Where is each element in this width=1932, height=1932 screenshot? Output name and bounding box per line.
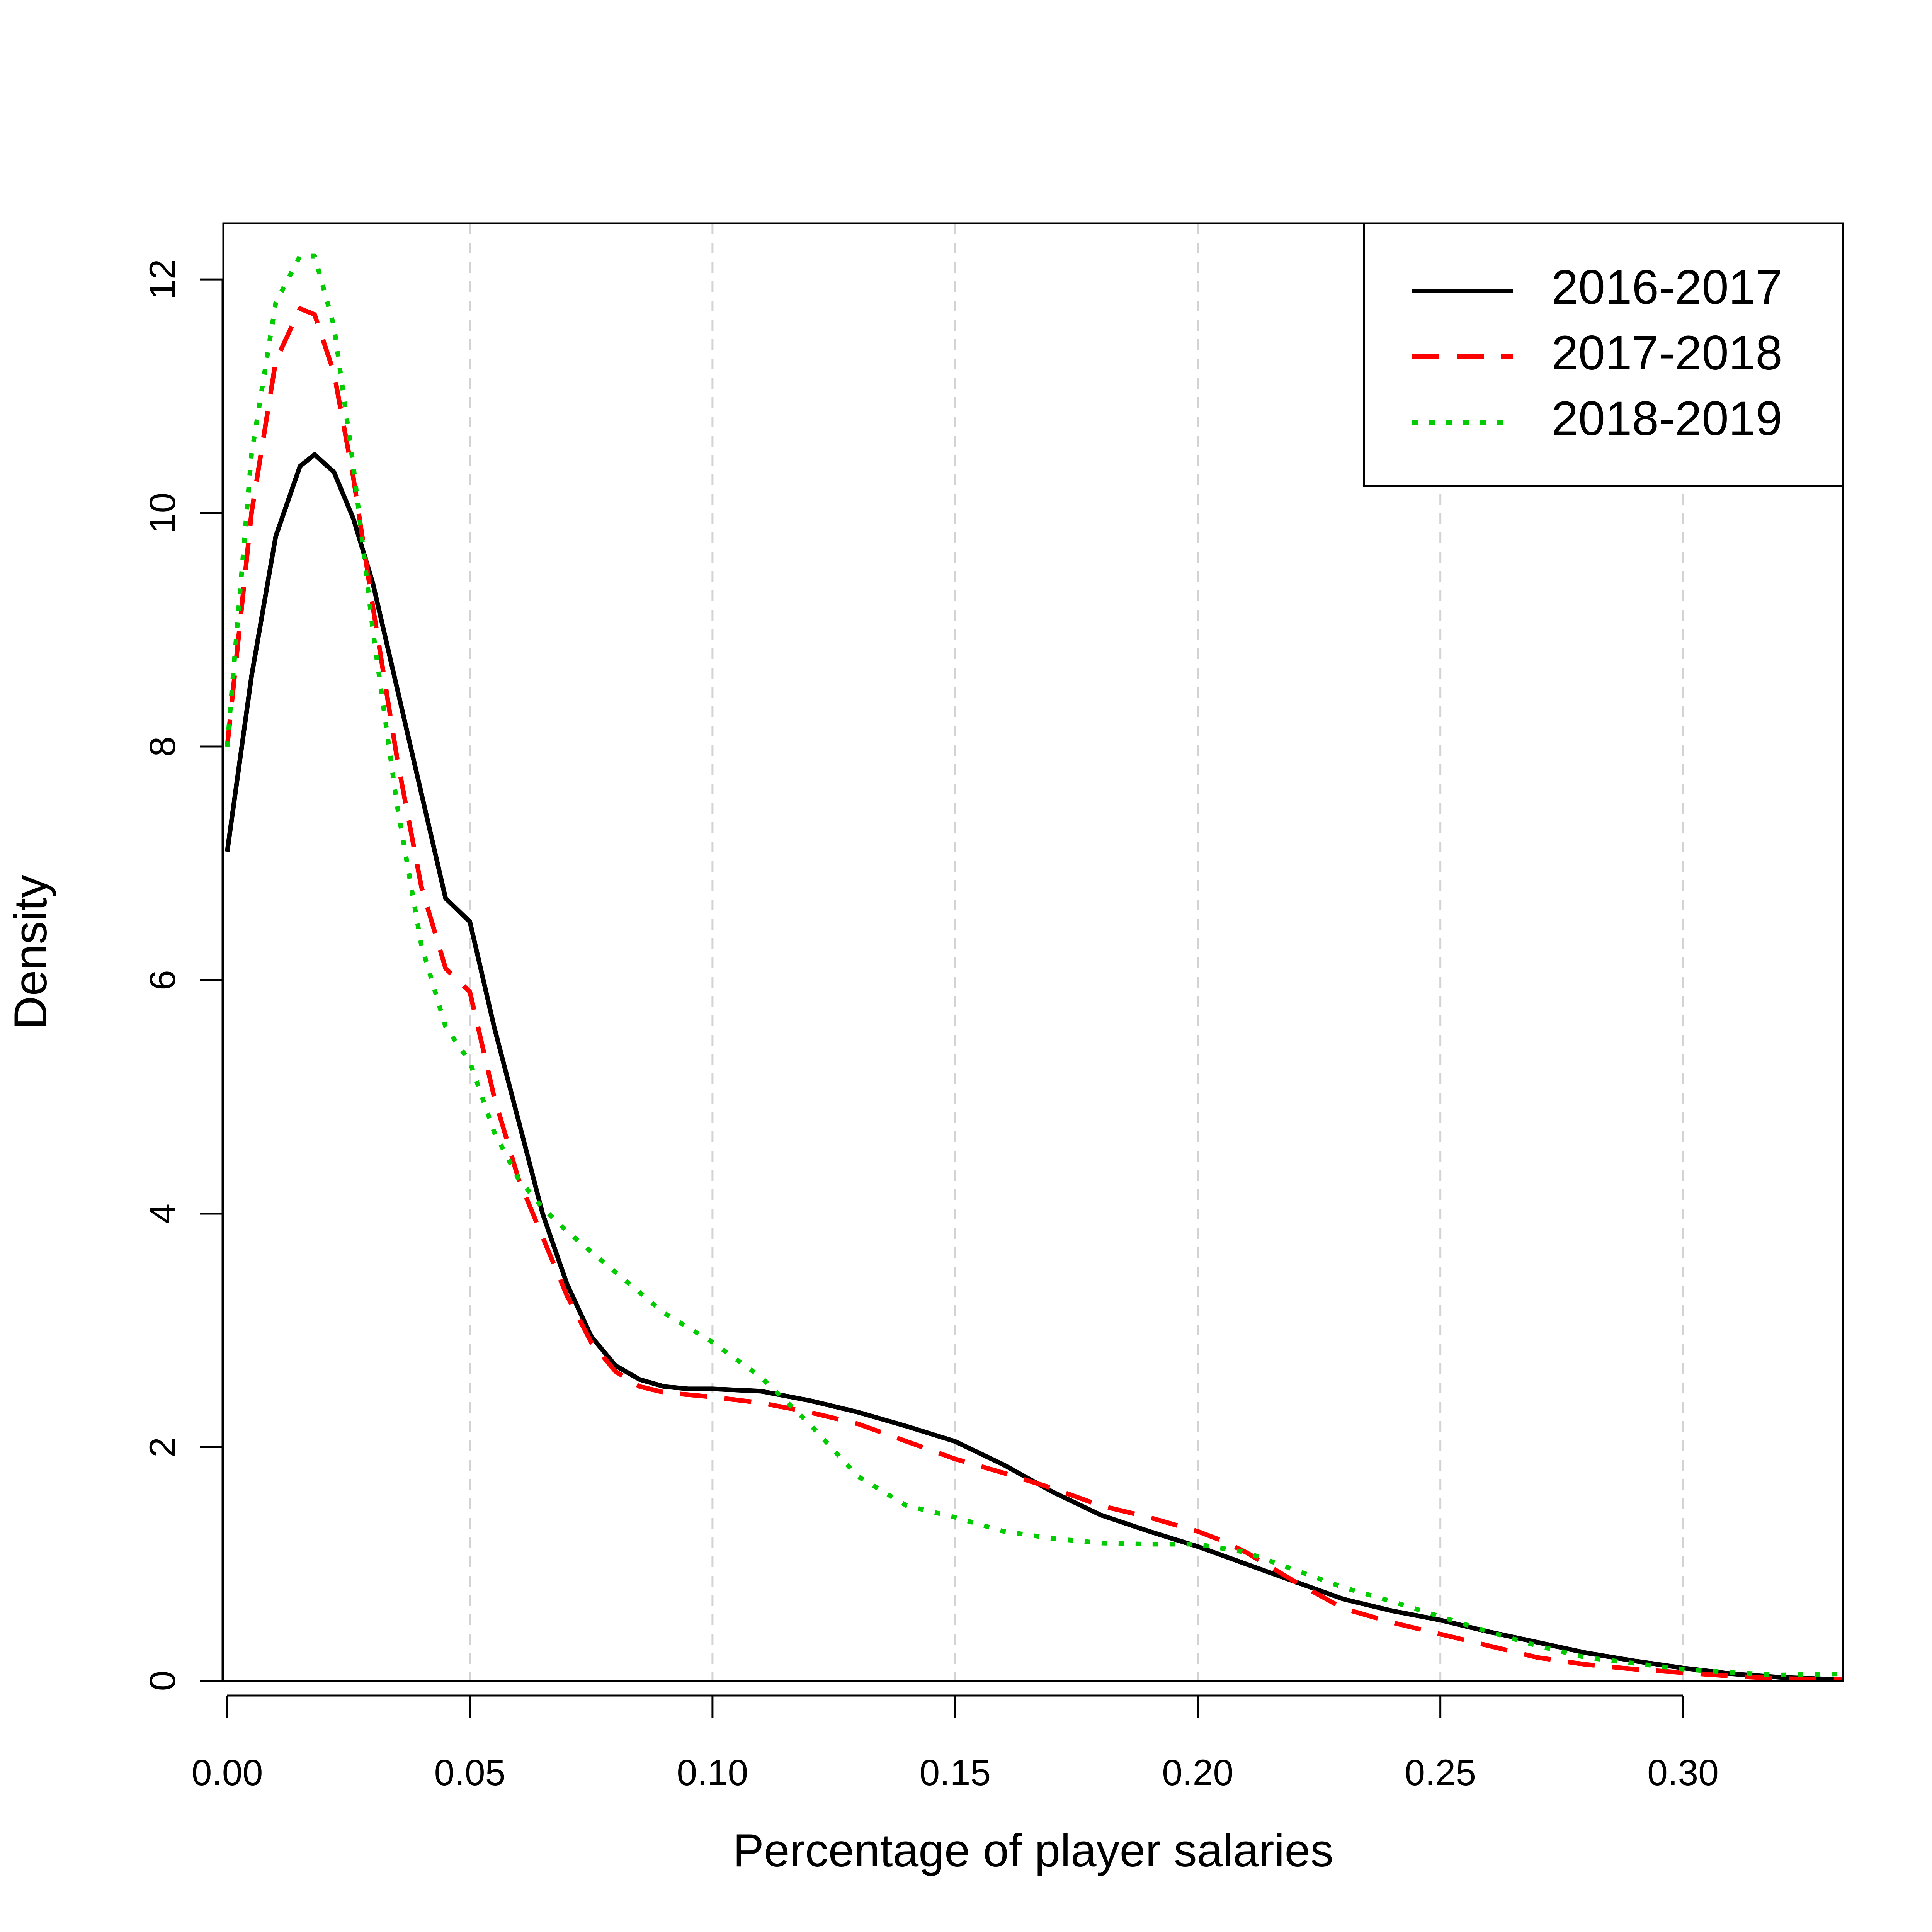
y-tick-label: 6 [142, 970, 183, 990]
y-axis-title: Density [5, 875, 56, 1029]
x-tick-label: 0.20 [1162, 1752, 1233, 1793]
legend: 2016-2017 2017-2018 2018-2019 [1363, 222, 1844, 487]
x-tick-label: 0.25 [1405, 1752, 1476, 1793]
series-line-2016-2017 [225, 452, 1844, 1682]
legend-label: 2017-2018 [1551, 326, 1782, 380]
x-tick-label: 0.05 [434, 1752, 506, 1793]
x-axis-title: Percentage of player salaries [733, 1825, 1333, 1876]
y-tick-label: 8 [142, 736, 183, 757]
x-tick-label: 0.10 [677, 1752, 748, 1793]
x-axis: 0.00 0.05 0.10 0.15 0.20 0.25 0.30 [192, 1694, 1719, 1793]
x-tick-label: 0.15 [919, 1752, 991, 1793]
legend-label: 2018-2019 [1551, 392, 1782, 446]
series-line-2017-2018 [225, 306, 1844, 1682]
series-lines [225, 253, 1844, 1682]
y-tick-label: 12 [142, 259, 183, 300]
y-tick-label: 10 [142, 493, 183, 534]
y-tick-label: 0 [142, 1671, 183, 1691]
legend-box [1363, 222, 1844, 487]
series-line-2018-2019 [225, 253, 1844, 1677]
y-axis: 0 2 4 6 8 10 12 [142, 259, 224, 1691]
legend-label: 2016-2017 [1551, 260, 1782, 314]
y-tick-label: 4 [142, 1204, 183, 1224]
x-tick-label: 0.30 [1647, 1752, 1719, 1793]
y-tick-label: 2 [142, 1437, 183, 1458]
x-tick-label: 0.00 [192, 1752, 263, 1793]
